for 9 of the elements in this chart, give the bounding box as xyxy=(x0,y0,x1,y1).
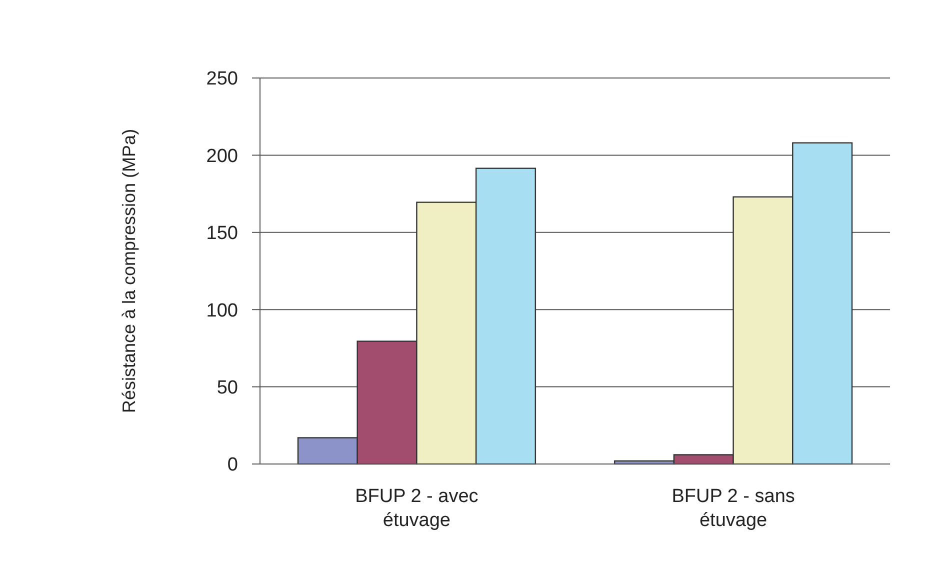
y-tick-label: 200 xyxy=(206,146,238,167)
y-tick-label: 0 xyxy=(227,454,238,476)
y-axis-title: Résistance à la compression (MPa) xyxy=(119,128,139,414)
x-tick-label: BFUP 2 - avec étuvage xyxy=(355,486,478,531)
y-tick-label: 250 xyxy=(206,68,238,90)
y-tick-label: 150 xyxy=(206,223,238,244)
y-tick-label: 50 xyxy=(216,377,238,398)
x-tick-label: BFUP 2 - sans étuvage xyxy=(672,486,795,531)
y-tick-label: 100 xyxy=(206,300,238,322)
